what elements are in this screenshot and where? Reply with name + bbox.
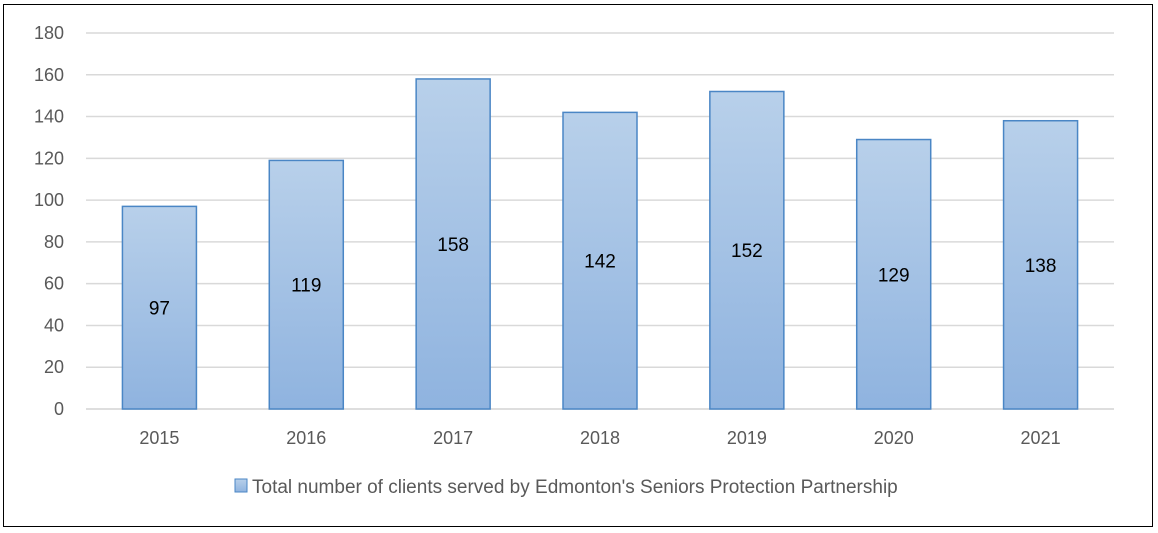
x-axis-ticks: 2015 2016 2017 2018 2019 2020 2021	[139, 428, 1060, 448]
x-tick-label: 2018	[580, 428, 620, 448]
legend-swatch	[234, 478, 248, 493]
y-tick-label: 100	[34, 190, 64, 210]
y-tick-label: 120	[34, 148, 64, 168]
data-label: 138	[1025, 256, 1057, 277]
bars: 97 119 158 142 152 129 138	[121, 78, 1079, 410]
x-tick-label: 2015	[139, 428, 179, 448]
x-tick-label: 2016	[286, 428, 326, 448]
x-tick-label: 2020	[874, 428, 914, 448]
x-tick-label: 2021	[1021, 428, 1061, 448]
x-tick-label: 2019	[727, 428, 767, 448]
data-label: 152	[731, 241, 763, 262]
data-label: 129	[878, 265, 910, 286]
legend: Total number of clients served by Edmont…	[234, 477, 898, 498]
y-tick-label: 40	[44, 315, 64, 335]
data-label: 158	[437, 235, 469, 256]
data-label: 97	[149, 299, 170, 320]
bar	[562, 111, 638, 410]
bar	[709, 90, 785, 410]
y-tick-label: 140	[34, 107, 64, 127]
y-axis-ticks: 0 20 40 60 80 100 120 140 160 180	[34, 23, 64, 419]
data-label: 119	[291, 276, 321, 297]
bar	[855, 138, 932, 410]
data-label: 142	[584, 252, 616, 273]
y-tick-label: 0	[54, 399, 64, 419]
y-tick-label: 180	[34, 23, 64, 43]
y-tick-label: 80	[44, 232, 64, 252]
bar	[268, 159, 345, 410]
x-tick-label: 2017	[433, 428, 473, 448]
y-tick-label: 60	[44, 274, 64, 294]
y-tick-label: 20	[44, 357, 64, 377]
bar	[1002, 119, 1079, 410]
bar	[415, 78, 491, 410]
y-tick-label: 160	[34, 65, 64, 85]
gridlines	[86, 32, 1114, 410]
legend-label: Total number of clients served by Edmont…	[252, 477, 898, 498]
bar	[121, 205, 198, 410]
